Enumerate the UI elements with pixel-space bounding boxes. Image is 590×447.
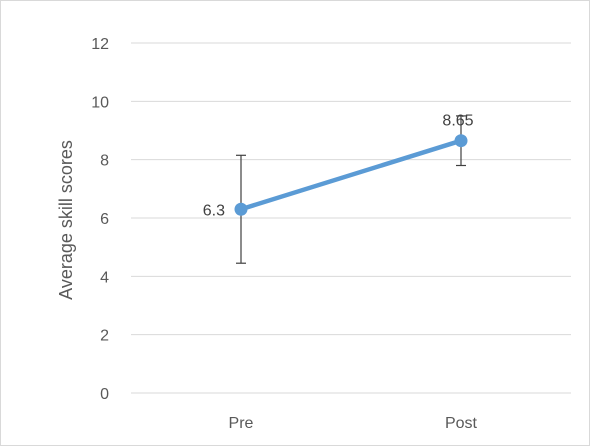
gridlines xyxy=(131,42,571,394)
y-tick-label: 8 xyxy=(100,153,109,170)
y-axis-title: Average skill scores xyxy=(56,140,76,300)
data-point xyxy=(454,134,468,148)
data-point xyxy=(234,202,248,216)
series-line xyxy=(238,138,464,212)
x-tick-label: Post xyxy=(445,415,478,432)
y-tick-labels: 0 2 4 6 8 10 12 xyxy=(91,36,109,403)
data-label: 8.65 xyxy=(442,113,473,130)
x-tick-label: Pre xyxy=(229,415,254,432)
y-tick-label: 12 xyxy=(91,36,109,53)
y-tick-label: 10 xyxy=(91,94,109,111)
y-tick-label: 2 xyxy=(100,328,109,345)
series-group: 6.3 8.65 xyxy=(203,113,474,264)
data-label: 6.3 xyxy=(203,202,225,219)
y-tick-label: 4 xyxy=(100,269,109,286)
y-tick-label: 0 xyxy=(100,386,109,403)
y-tick-label: 6 xyxy=(100,211,109,228)
x-tick-labels: Pre Post xyxy=(229,415,478,432)
